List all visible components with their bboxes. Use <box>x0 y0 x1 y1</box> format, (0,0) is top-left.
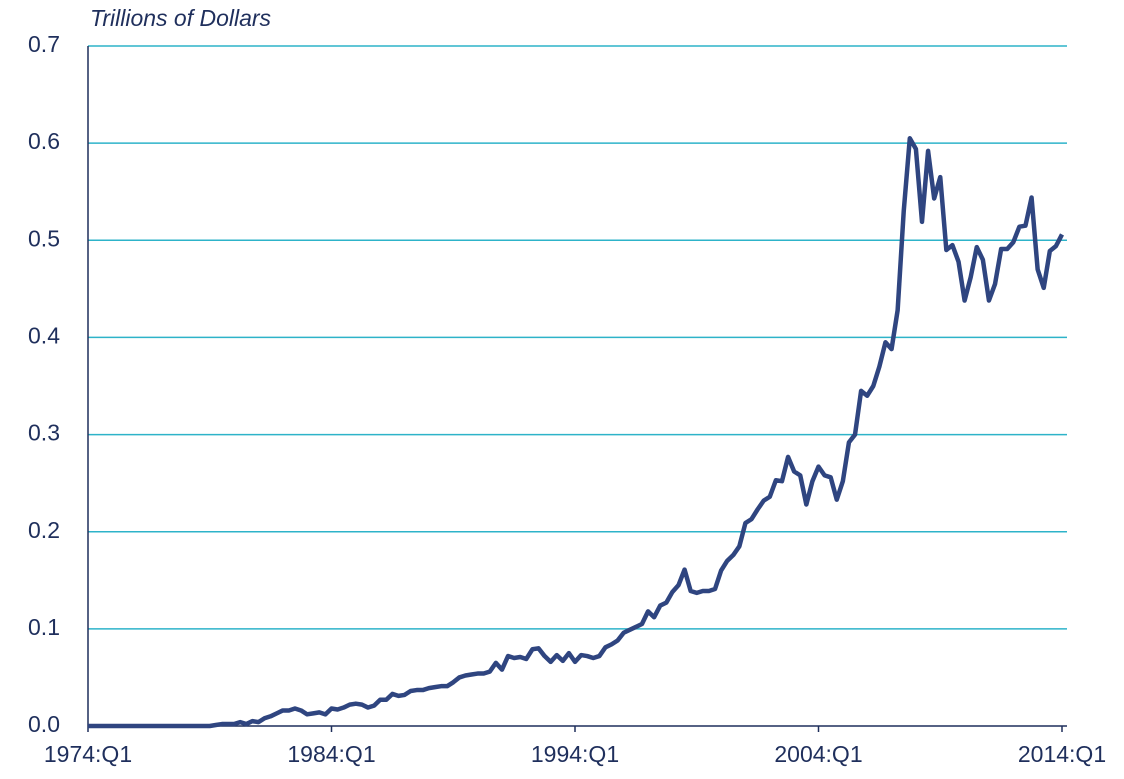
y-tick-label: 0.3 <box>28 420 60 446</box>
y-tick-label: 0.0 <box>28 711 60 737</box>
y-tick-label: 0.5 <box>28 225 60 251</box>
y-axis-label: Trillions of Dollars <box>90 5 272 31</box>
x-tick-label: 1984:Q1 <box>287 741 375 767</box>
y-tick-label: 0.6 <box>28 128 60 154</box>
y-tick-label: 0.2 <box>28 517 60 543</box>
y-tick-label: 0.4 <box>28 323 60 349</box>
x-tick-label: 1974:Q1 <box>44 741 132 767</box>
y-tick-label: 0.1 <box>28 614 60 640</box>
x-tick-label: 2014:Q1 <box>1018 741 1106 767</box>
data-line <box>88 136 1064 729</box>
x-tick-label: 2004:Q1 <box>774 741 862 767</box>
x-tick-label: 1994:Q1 <box>531 741 619 767</box>
y-tick-label: 0.7 <box>28 31 60 57</box>
